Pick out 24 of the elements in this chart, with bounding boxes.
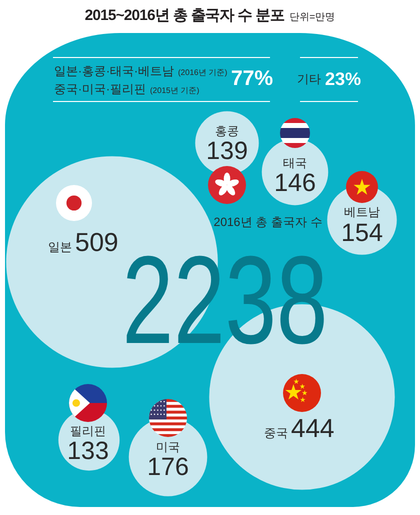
text: 중국·미국·필리핀 — [54, 81, 146, 98]
text: 단위=만명 — [289, 11, 336, 24]
text: (2016년 기준) — [178, 67, 228, 78]
category-label: 중국 — [264, 426, 288, 440]
text: (2015년 기준) — [150, 85, 200, 96]
category-label: 베트남 — [344, 205, 380, 219]
data-label: 154 — [341, 219, 383, 247]
category-label: 필리핀 — [70, 424, 106, 438]
text: 기타 — [296, 71, 321, 88]
text: 23% — [324, 69, 362, 90]
text: 2016년 총 출국자 수 — [214, 215, 322, 229]
data-label: 509 — [75, 227, 118, 257]
category-label: 일본 — [48, 240, 72, 254]
category-label: 홍콩 — [215, 124, 239, 138]
category-label: 태국 — [283, 156, 307, 170]
data-label: 133 — [67, 437, 109, 465]
text: 77% — [230, 67, 273, 91]
category-label: 미국 — [156, 440, 180, 454]
data-label: 444 — [291, 413, 334, 443]
text: 일본·홍콩·태국·베트남 — [54, 63, 174, 80]
data-label: 139 — [206, 137, 248, 165]
data-label: 146 — [274, 169, 316, 197]
data-label: 176 — [147, 453, 189, 481]
text: 2015~2016년 총 출국자 수 분포 — [84, 6, 284, 25]
